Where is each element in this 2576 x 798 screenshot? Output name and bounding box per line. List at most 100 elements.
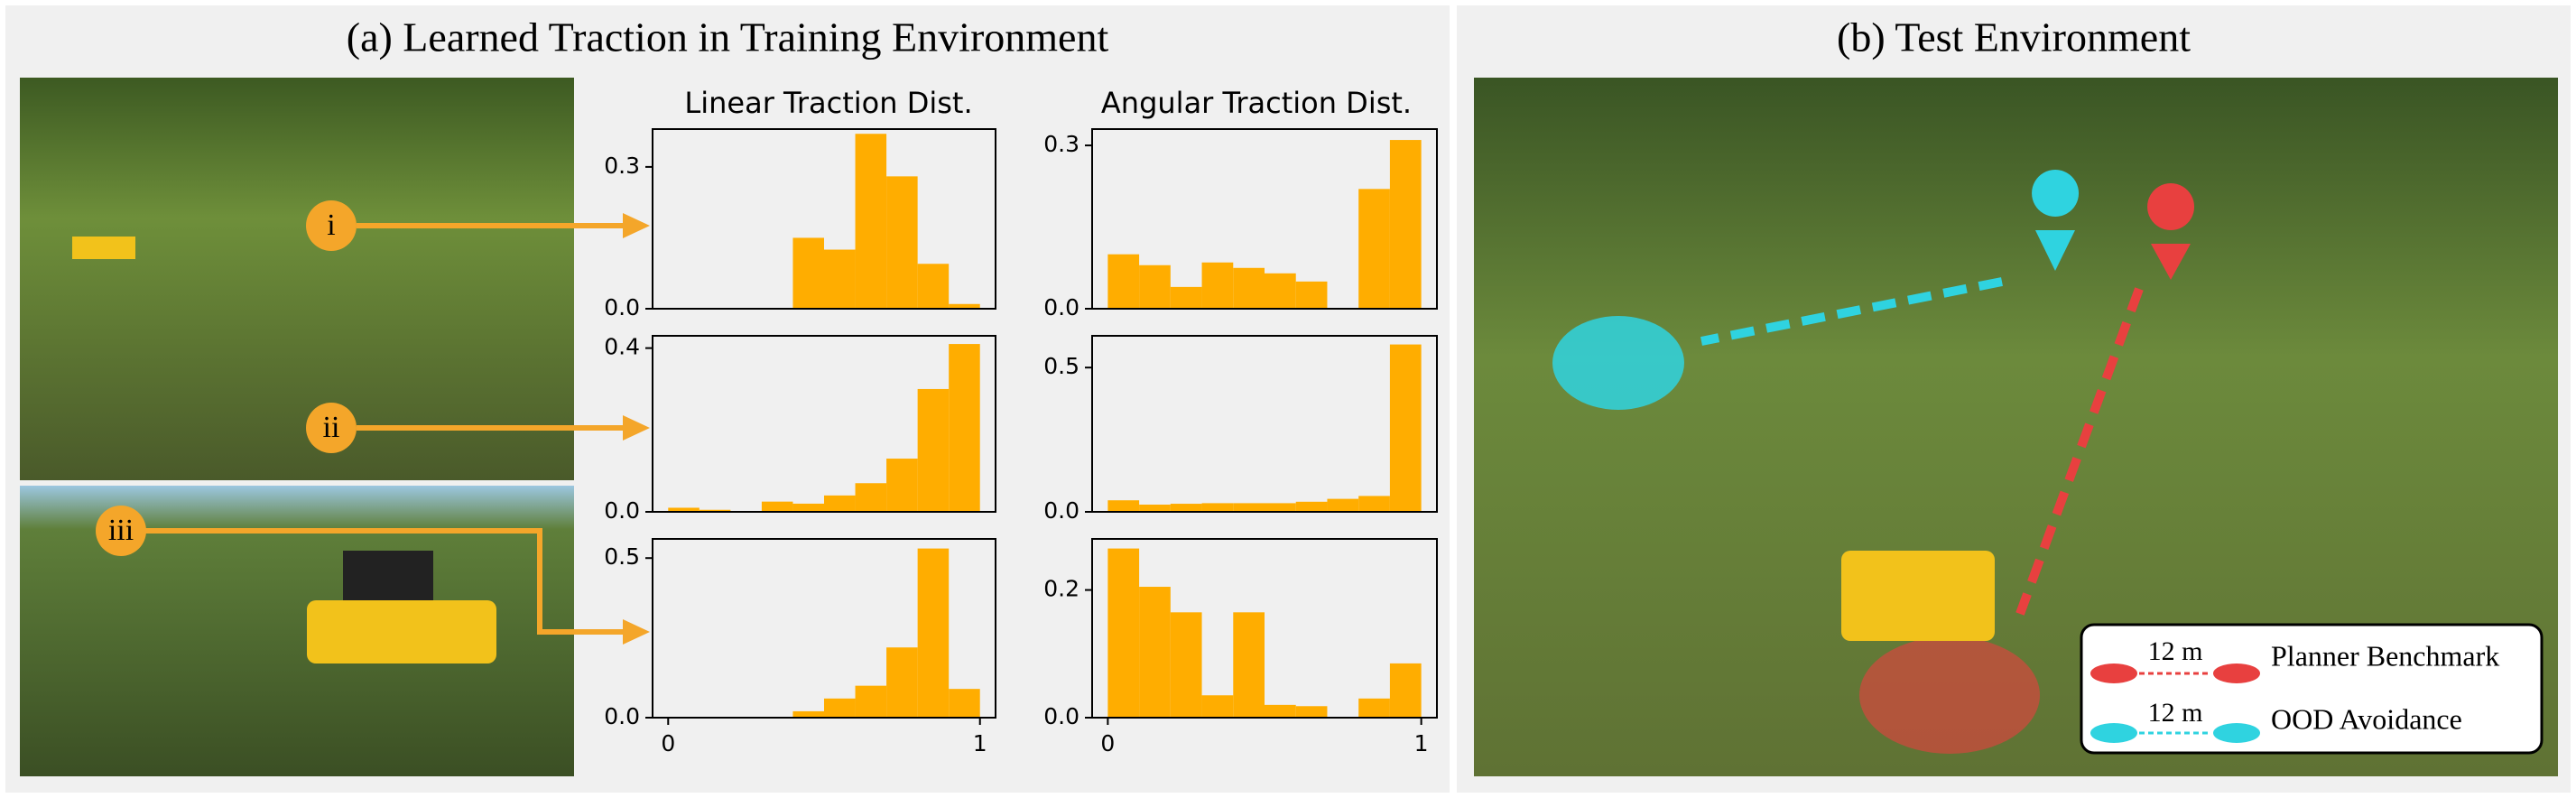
bar — [917, 388, 950, 512]
bar — [1233, 612, 1265, 718]
marker — [96, 506, 146, 556]
bar — [699, 509, 731, 512]
bar — [792, 710, 824, 718]
y-tick-label: 0.0 — [1043, 497, 1080, 524]
robot — [307, 600, 496, 663]
x-tick-label: 0 — [1100, 730, 1115, 756]
y-tick-label: 0.0 — [1043, 703, 1080, 729]
column-title: Linear Traction Dist. — [684, 86, 972, 120]
y-tick-label: 0.5 — [604, 543, 640, 570]
bar — [1389, 140, 1422, 309]
robot-footprint — [1859, 636, 2040, 754]
bar — [761, 501, 793, 512]
marker-label: i — [327, 209, 335, 242]
y-tick-label: 0.2 — [1043, 576, 1080, 602]
y-tick-label: 0.0 — [604, 497, 640, 524]
legend-label: OOD Avoidance — [2271, 702, 2462, 735]
bar — [886, 459, 918, 512]
y-tick-label: 0.3 — [604, 153, 640, 179]
legend-swatch — [2090, 723, 2137, 743]
marker — [306, 200, 357, 251]
dashed-arrow — [2015, 287, 2144, 616]
bar — [1358, 496, 1390, 512]
ood-region — [1552, 316, 1684, 410]
bar — [1139, 587, 1171, 718]
bar — [1139, 264, 1171, 309]
bar — [1201, 262, 1234, 309]
robot — [1841, 551, 1995, 641]
bar — [1327, 498, 1359, 512]
bar — [1358, 189, 1390, 309]
bar — [824, 698, 856, 718]
bar — [792, 237, 824, 309]
bar — [1201, 503, 1234, 512]
x-tick-label: 1 — [1414, 730, 1429, 756]
dashed-arrow — [1700, 277, 2003, 346]
y-tick-label: 0.3 — [1043, 131, 1080, 157]
axes-frame — [652, 128, 996, 310]
bar — [1265, 273, 1296, 309]
axes-frame — [652, 538, 996, 719]
pin — [2032, 170, 2080, 271]
column-title: Angular Traction Dist. — [1101, 86, 1412, 120]
bar — [792, 503, 824, 512]
bar — [1295, 501, 1328, 512]
bar — [917, 264, 950, 309]
bar — [949, 344, 980, 512]
x-tick-label: 1 — [973, 730, 987, 756]
marker-label: iii — [108, 514, 134, 547]
bar — [824, 249, 856, 309]
legend-swatch — [2090, 663, 2137, 683]
legend-distance: 12 m — [2148, 698, 2203, 728]
legend-entry: 12 m Planner Benchmark 12 m OOD Avoidanc… — [2090, 636, 2499, 743]
legend-label: Planner Benchmark — [2271, 639, 2499, 672]
bar — [949, 303, 980, 309]
bar — [1265, 704, 1296, 718]
y-tick-label: 0.5 — [1043, 353, 1080, 379]
bar — [1233, 267, 1265, 309]
photo — [20, 78, 574, 480]
bar — [1358, 698, 1390, 718]
y-tick-label: 0.0 — [604, 294, 640, 320]
axes-frame — [1091, 335, 1438, 513]
arrowheads — [623, 213, 650, 645]
bar — [1265, 503, 1296, 512]
bar — [1107, 254, 1140, 309]
bar — [886, 647, 918, 718]
panel-a-title: (a) Learned Traction in Training Environ… — [347, 14, 1109, 60]
axes-frame — [1091, 538, 1438, 719]
bar — [1139, 505, 1171, 512]
marker-label: ii — [323, 411, 340, 444]
y-tick-label: 0.0 — [1043, 294, 1080, 320]
axes-frame — [1091, 128, 1438, 310]
bar — [668, 507, 700, 512]
robot-payload — [343, 551, 433, 600]
bar — [886, 176, 918, 309]
bar — [1233, 503, 1265, 512]
bar — [1295, 706, 1328, 718]
legend-distance: 12 m — [2148, 636, 2203, 666]
axes-frame — [652, 335, 996, 513]
bar — [1170, 286, 1202, 309]
bar — [1107, 500, 1140, 512]
bar — [1201, 695, 1234, 718]
legend-swatch — [2213, 663, 2260, 683]
bar — [1389, 344, 1422, 512]
bar — [855, 134, 887, 309]
x-tick-label: 0 — [661, 730, 675, 756]
bar — [1170, 504, 1202, 512]
pin — [2147, 183, 2195, 280]
panel-b-title: (b) Test Environment — [1837, 14, 2191, 60]
y-tick-label: 0.0 — [604, 703, 640, 729]
bar — [855, 685, 887, 718]
bar — [1170, 612, 1202, 718]
bar — [824, 495, 856, 512]
legend-swatch — [2213, 723, 2260, 743]
arrows — [144, 223, 632, 635]
legend — [2080, 623, 2544, 755]
y-tick-label: 0.4 — [604, 334, 640, 360]
bar — [1389, 663, 1422, 718]
bar — [1295, 281, 1328, 309]
bar — [949, 689, 980, 718]
